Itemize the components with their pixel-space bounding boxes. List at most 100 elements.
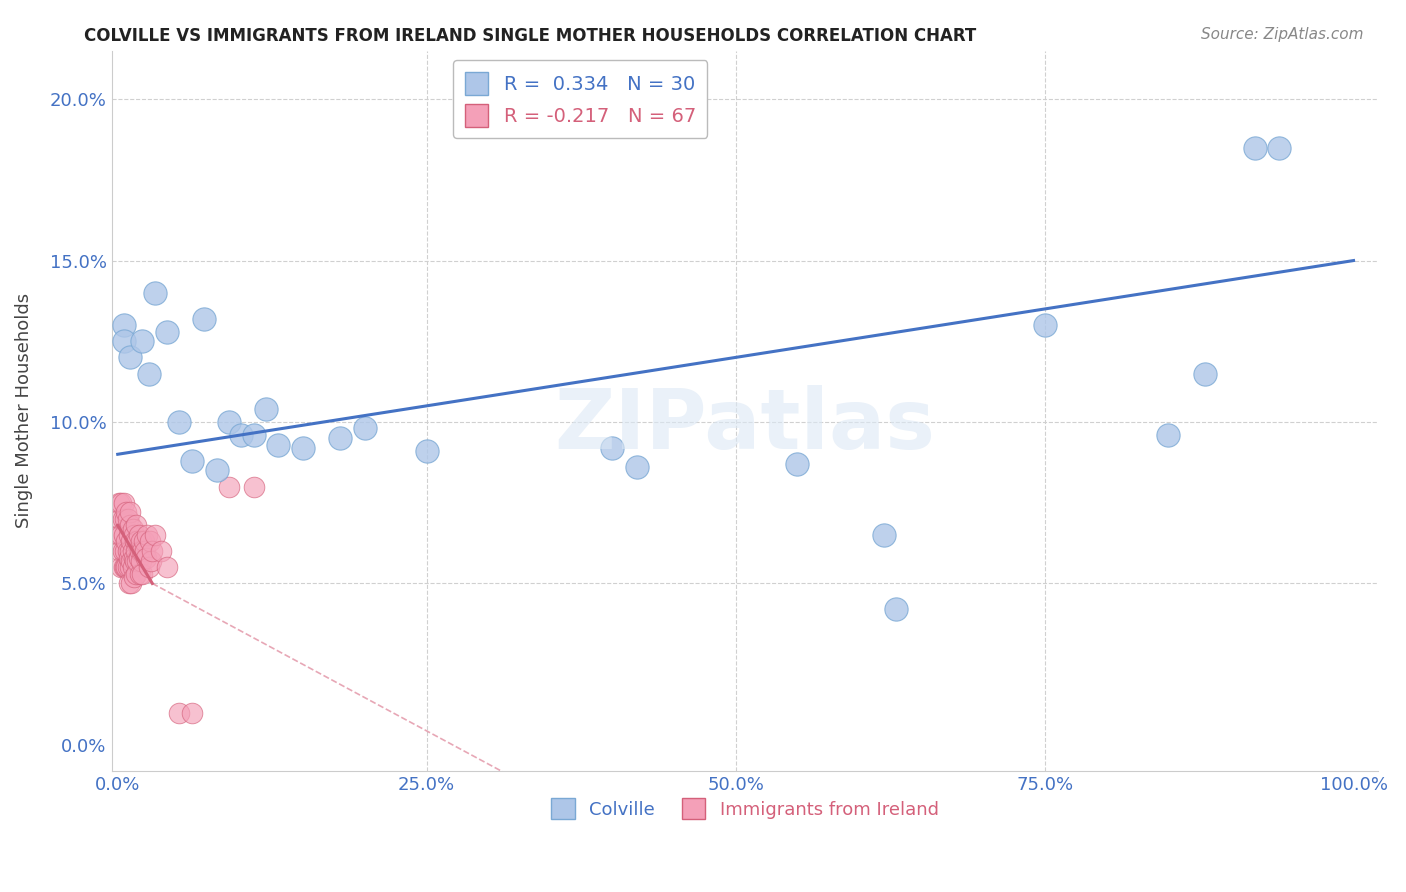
Point: [122, 528, 145, 542]
Point: [122, 550, 145, 565]
Point: [120, 505, 142, 519]
Point: [231, 428, 253, 442]
Point: [143, 285, 166, 300]
Point: [267, 437, 290, 451]
Point: [127, 534, 149, 549]
Point: [121, 522, 143, 536]
Point: [354, 421, 377, 435]
Text: COLVILLE VS IMMIGRANTS FROM IRELAND SINGLE MOTHER HOUSEHOLDS CORRELATION CHART: COLVILLE VS IMMIGRANTS FROM IRELAND SING…: [84, 27, 977, 45]
Point: [110, 528, 132, 542]
Point: [132, 534, 155, 549]
Point: [129, 554, 152, 568]
Point: [125, 566, 148, 581]
Point: [127, 554, 149, 568]
Point: [120, 351, 142, 365]
Point: [205, 463, 228, 477]
Text: ZIPatlas: ZIPatlas: [554, 384, 935, 466]
Point: [254, 402, 277, 417]
Point: [112, 560, 135, 574]
Point: [129, 544, 152, 558]
Point: [108, 496, 131, 510]
Point: [149, 544, 172, 558]
Point: [114, 544, 136, 558]
Point: [129, 566, 152, 581]
Point: [114, 560, 136, 574]
Point: [110, 560, 132, 574]
Point: [135, 550, 157, 565]
Point: [108, 512, 131, 526]
Point: [117, 512, 139, 526]
Point: [128, 550, 150, 565]
Point: [292, 441, 315, 455]
Point: [131, 544, 153, 558]
Point: [873, 528, 896, 542]
Point: [156, 325, 179, 339]
Point: [141, 544, 163, 558]
Point: [169, 415, 191, 429]
Point: [128, 528, 150, 542]
Point: [120, 554, 142, 568]
Point: [124, 554, 146, 568]
Y-axis label: Single Mother Households: Single Mother Households: [15, 293, 32, 528]
Point: [112, 496, 135, 510]
Point: [112, 318, 135, 332]
Point: [1243, 140, 1265, 154]
Point: [121, 544, 143, 558]
Point: [121, 560, 143, 574]
Point: [1033, 318, 1056, 332]
Point: [329, 431, 352, 445]
Point: [1157, 428, 1180, 442]
Point: [115, 505, 138, 519]
Point: [193, 311, 215, 326]
Point: [136, 528, 159, 542]
Point: [118, 528, 141, 542]
Point: [156, 560, 179, 574]
Point: [600, 441, 623, 455]
Point: [884, 602, 907, 616]
Point: [1194, 367, 1216, 381]
Point: [111, 544, 134, 558]
Point: [134, 544, 156, 558]
Point: [118, 550, 141, 565]
Point: [115, 534, 138, 549]
Point: [111, 512, 134, 526]
Point: [131, 334, 153, 349]
Point: [108, 544, 131, 558]
Text: Source: ZipAtlas.com: Source: ZipAtlas.com: [1201, 27, 1364, 42]
Point: [626, 460, 648, 475]
Point: [115, 560, 138, 574]
Point: [138, 367, 160, 381]
Point: [242, 479, 264, 493]
Point: [125, 544, 148, 558]
Legend: Colville, Immigrants from Ireland: Colville, Immigrants from Ireland: [544, 791, 946, 827]
Point: [118, 576, 141, 591]
Point: [169, 706, 191, 720]
Point: [242, 428, 264, 442]
Point: [138, 560, 160, 574]
Point: [112, 334, 135, 349]
Point: [218, 479, 240, 493]
Point: [114, 512, 136, 526]
Point: [125, 518, 148, 533]
Point: [110, 496, 132, 510]
Point: [112, 528, 135, 542]
Point: [1268, 140, 1291, 154]
Point: [139, 534, 162, 549]
Point: [143, 528, 166, 542]
Point: [124, 534, 146, 549]
Point: [129, 534, 152, 549]
Point: [120, 560, 142, 574]
Point: [122, 570, 145, 584]
Point: [120, 576, 142, 591]
Point: [120, 534, 142, 549]
Point: [117, 560, 139, 574]
Point: [108, 528, 131, 542]
Point: [131, 566, 153, 581]
Point: [218, 415, 240, 429]
Point: [120, 518, 142, 533]
Point: [415, 444, 437, 458]
Point: [180, 706, 202, 720]
Point: [139, 554, 162, 568]
Point: [117, 544, 139, 558]
Point: [120, 544, 142, 558]
